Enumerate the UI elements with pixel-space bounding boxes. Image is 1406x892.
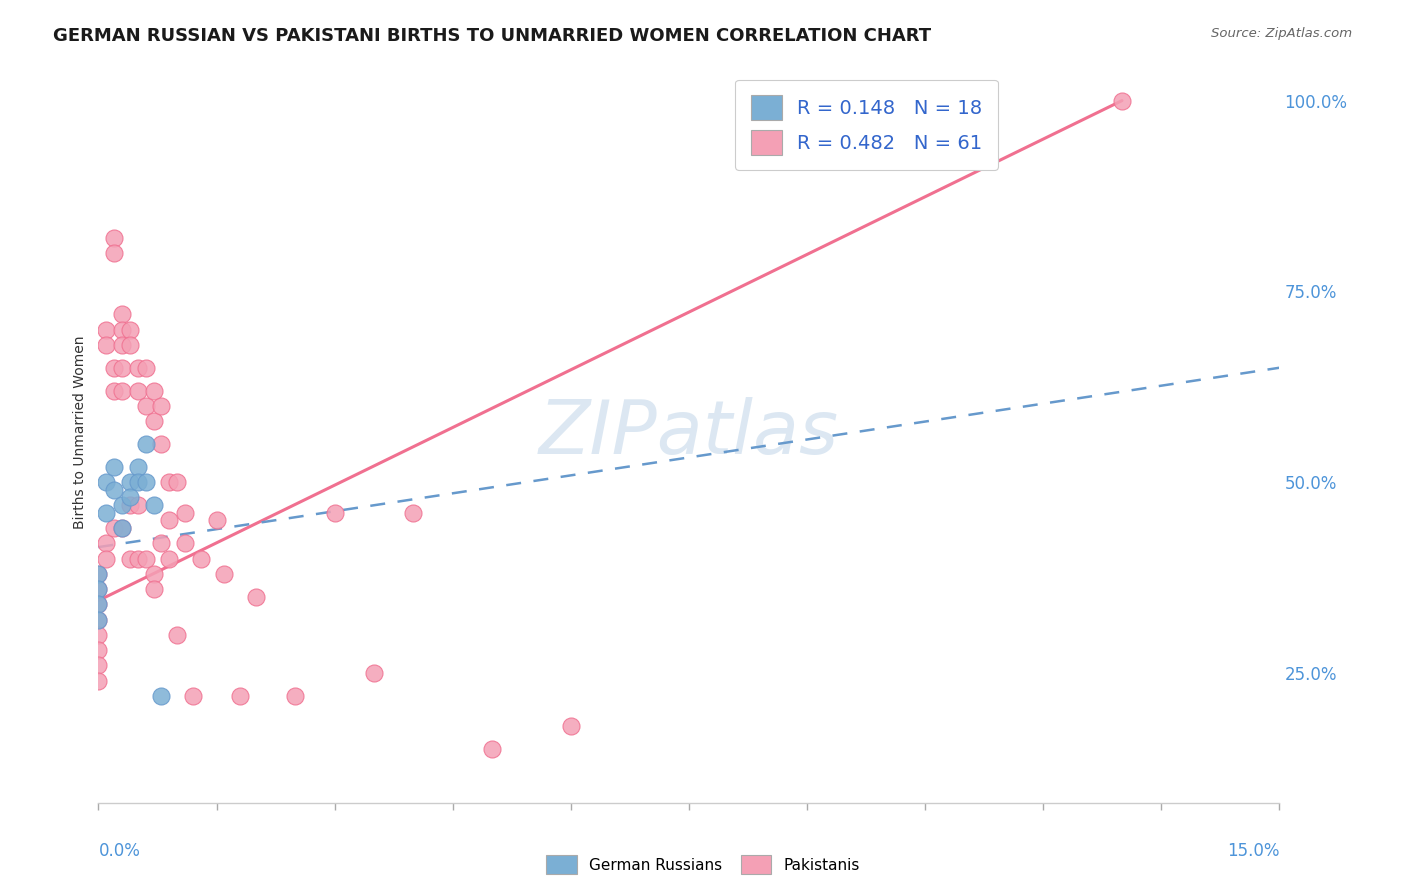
Point <box>323 506 346 520</box>
Point <box>229 689 252 703</box>
Point <box>142 414 165 428</box>
Text: ZIPatlas: ZIPatlas <box>538 397 839 468</box>
Point <box>127 475 149 490</box>
Point <box>103 231 125 245</box>
Point <box>284 689 307 703</box>
Point <box>87 673 110 688</box>
Point <box>127 460 149 475</box>
Text: GERMAN RUSSIAN VS PAKISTANI BIRTHS TO UNMARRIED WOMEN CORRELATION CHART: GERMAN RUSSIAN VS PAKISTANI BIRTHS TO UN… <box>53 27 932 45</box>
Point <box>118 322 141 336</box>
Point <box>96 506 118 520</box>
Point <box>111 521 134 535</box>
Point <box>87 628 110 642</box>
Point <box>87 598 110 612</box>
Point <box>87 598 110 612</box>
Point <box>214 566 236 581</box>
Point <box>103 384 125 398</box>
Point <box>118 551 141 566</box>
Point <box>118 475 141 490</box>
Point <box>96 322 118 336</box>
Point <box>87 613 110 627</box>
Point <box>96 475 118 490</box>
Point <box>111 338 134 352</box>
Point <box>157 475 180 490</box>
Point <box>103 483 125 497</box>
Point <box>87 613 110 627</box>
Point <box>166 475 188 490</box>
Point <box>205 513 228 527</box>
Point <box>127 384 149 398</box>
Point <box>560 719 582 733</box>
Point <box>481 742 503 756</box>
Point <box>142 498 165 512</box>
Point <box>142 384 165 398</box>
Point <box>174 506 197 520</box>
Text: 15.0%: 15.0% <box>1227 842 1279 860</box>
Point <box>87 582 110 596</box>
Point <box>174 536 197 550</box>
Legend: R = 0.148   N = 18, R = 0.482   N = 61: R = 0.148 N = 18, R = 0.482 N = 61 <box>735 79 998 170</box>
Point <box>87 566 110 581</box>
Point <box>142 582 165 596</box>
Point <box>1111 94 1133 108</box>
Point <box>111 360 134 375</box>
Point <box>157 551 180 566</box>
Point <box>103 246 125 260</box>
Point <box>150 437 173 451</box>
Point <box>87 643 110 657</box>
Point <box>87 582 110 596</box>
Legend: German Russians, Pakistanis: German Russians, Pakistanis <box>540 849 866 880</box>
Point <box>135 360 157 375</box>
Point <box>118 338 141 352</box>
Point <box>103 360 125 375</box>
Y-axis label: Births to Unmarried Women: Births to Unmarried Women <box>73 336 87 529</box>
Point <box>87 658 110 673</box>
Point <box>96 338 118 352</box>
Point <box>111 521 134 535</box>
Text: 0.0%: 0.0% <box>98 842 141 860</box>
Point <box>96 536 118 550</box>
Text: Source: ZipAtlas.com: Source: ZipAtlas.com <box>1212 27 1353 40</box>
Point <box>111 307 134 321</box>
Point <box>96 551 118 566</box>
Point <box>142 566 165 581</box>
Point <box>111 322 134 336</box>
Point <box>150 689 173 703</box>
Point <box>111 498 134 512</box>
Point <box>111 384 134 398</box>
Point <box>363 666 385 681</box>
Point <box>135 551 157 566</box>
Point <box>127 551 149 566</box>
Point <box>245 590 267 604</box>
Point <box>135 475 157 490</box>
Point <box>135 399 157 413</box>
Point <box>190 551 212 566</box>
Point <box>157 513 180 527</box>
Point <box>135 437 157 451</box>
Point <box>166 628 188 642</box>
Point <box>103 460 125 475</box>
Point <box>103 521 125 535</box>
Point <box>402 506 425 520</box>
Point <box>181 689 204 703</box>
Point <box>118 491 141 505</box>
Point <box>150 399 173 413</box>
Point <box>127 360 149 375</box>
Point <box>150 536 173 550</box>
Point <box>118 498 141 512</box>
Point <box>87 566 110 581</box>
Point <box>127 498 149 512</box>
